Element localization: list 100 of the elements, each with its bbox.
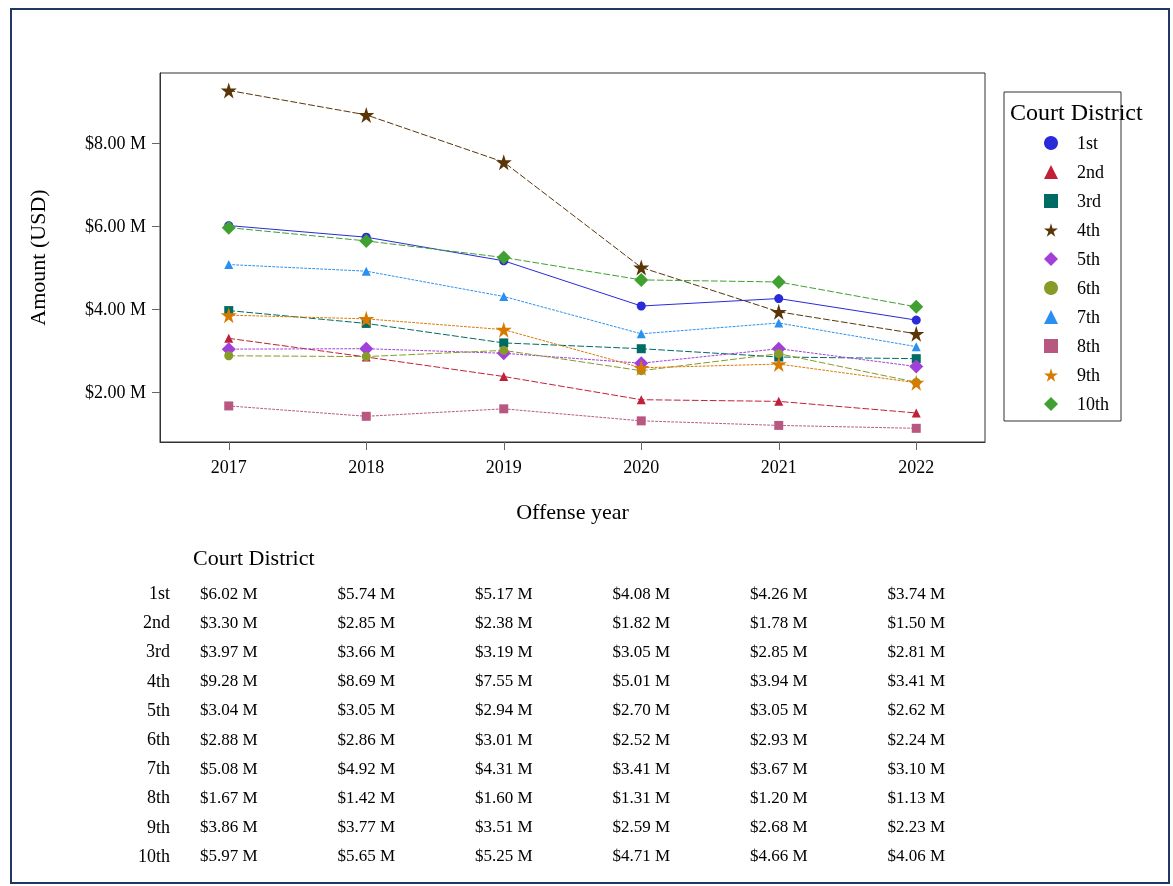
point [636, 344, 646, 354]
data-label: $3.04 M [199, 700, 258, 720]
x-tick-label: 2020 [623, 457, 660, 477]
data-label: $3.51 M [474, 817, 533, 837]
text: 6th [146, 729, 170, 749]
point [221, 220, 236, 235]
data-label: $4.92 M [337, 758, 396, 778]
data-label: $3.66 M [337, 641, 396, 661]
data-label: $5.65 M [337, 846, 396, 866]
legend-label: 9th [1077, 365, 1101, 385]
point [224, 351, 234, 361]
point [633, 359, 650, 376]
legend-label: 4th [1077, 220, 1101, 240]
data-label: $2.81 M [887, 641, 946, 661]
text: 7th [146, 758, 170, 779]
data-label: $3.67 M [749, 758, 808, 778]
data-label: $2.24 M [887, 729, 946, 749]
data-label: $5.25 M [474, 846, 533, 866]
legend-label: 7th [1077, 307, 1101, 327]
data-label: $3.94 M [749, 671, 808, 691]
point [220, 82, 237, 99]
y-tick-label: $2.00 M [84, 382, 146, 403]
data-label: $2.23 M [887, 817, 946, 837]
text: 8th [146, 787, 170, 808]
text: 9th [146, 816, 170, 837]
data-label: $5.97 M [199, 846, 258, 866]
data-label: $4.26 M [749, 583, 808, 603]
legend-label: 8th [1077, 336, 1101, 356]
data-label: $1.20 M [749, 787, 808, 807]
x-tick-label: 2022 [898, 457, 935, 477]
y-tick-label: $6.00 M [84, 216, 146, 237]
data-label: $3.05 M [749, 700, 808, 720]
data-label: $3.41 M [887, 671, 946, 691]
point [770, 303, 787, 320]
data-label: $2.52 M [612, 729, 671, 749]
point [774, 294, 784, 304]
data-label: $5.74 M [337, 583, 396, 603]
point [908, 374, 925, 391]
legend-label: 6th [1077, 278, 1101, 298]
data-label: $3.05 M [612, 641, 671, 661]
data-label: $7.55 M [474, 671, 533, 691]
data-label: $8.69 M [337, 671, 396, 691]
data-label: $1.78 M [749, 612, 808, 632]
point [499, 371, 509, 381]
data-label: $2.88 M [199, 729, 258, 749]
x-tick-label: 2017 [210, 457, 247, 477]
data-label: $2.59 M [612, 817, 671, 837]
point [911, 423, 921, 433]
legend-title: Court District [1010, 99, 1143, 125]
legend-label: 1st [1077, 133, 1099, 153]
data-label: $2.94 M [474, 700, 533, 720]
data-label: $2.70 M [612, 700, 671, 720]
point [774, 420, 784, 430]
data-label: $3.97 M [199, 641, 258, 661]
data-label: $2.85 M [337, 612, 396, 632]
y-axis-title: Amount (USD) [24, 189, 50, 326]
legend-label: 10th [1077, 394, 1110, 414]
point [771, 274, 786, 289]
point [911, 315, 921, 325]
point [224, 401, 234, 411]
point [361, 411, 371, 421]
point [496, 250, 511, 265]
point [636, 416, 646, 426]
data-label: $3.10 M [887, 758, 946, 778]
x-tick-label: 2021 [760, 457, 797, 477]
data-label: $3.86 M [199, 817, 258, 837]
point [359, 233, 374, 248]
point [495, 321, 512, 338]
text: Court District [193, 544, 315, 570]
data-label: $5.01 M [612, 671, 671, 691]
y-tick-label: $8.00 M [84, 133, 146, 154]
point [634, 272, 649, 287]
point [909, 359, 924, 374]
point [636, 301, 646, 311]
point [909, 299, 924, 314]
point [774, 318, 784, 328]
data-label: $4.31 M [474, 758, 533, 778]
data-label: $3.77 M [337, 817, 396, 837]
x-tick-label: 2018 [348, 457, 385, 477]
data-label: $1.50 M [887, 612, 946, 632]
data-label: $1.42 M [337, 787, 396, 807]
data-label: $2.38 M [474, 612, 533, 632]
data-label: $5.17 M [474, 583, 533, 603]
data-label: $9.28 M [199, 671, 258, 691]
point [495, 154, 512, 171]
data-label: $2.85 M [749, 641, 808, 661]
x-axis-title: Offense year [516, 498, 630, 524]
data-label: $2.62 M [887, 700, 946, 720]
point [499, 338, 509, 348]
point [220, 307, 237, 324]
x-tick-label: 2019 [485, 457, 522, 477]
point [499, 291, 509, 301]
data-label: $3.30 M [199, 612, 258, 632]
data-label: $4.71 M [612, 846, 671, 866]
data-label: $2.68 M [749, 817, 808, 837]
text: 5th [146, 699, 170, 720]
point [499, 404, 509, 414]
data-label: $1.31 M [612, 787, 671, 807]
data-label: $3.41 M [612, 758, 671, 778]
legend-label: 3rd [1077, 191, 1101, 211]
